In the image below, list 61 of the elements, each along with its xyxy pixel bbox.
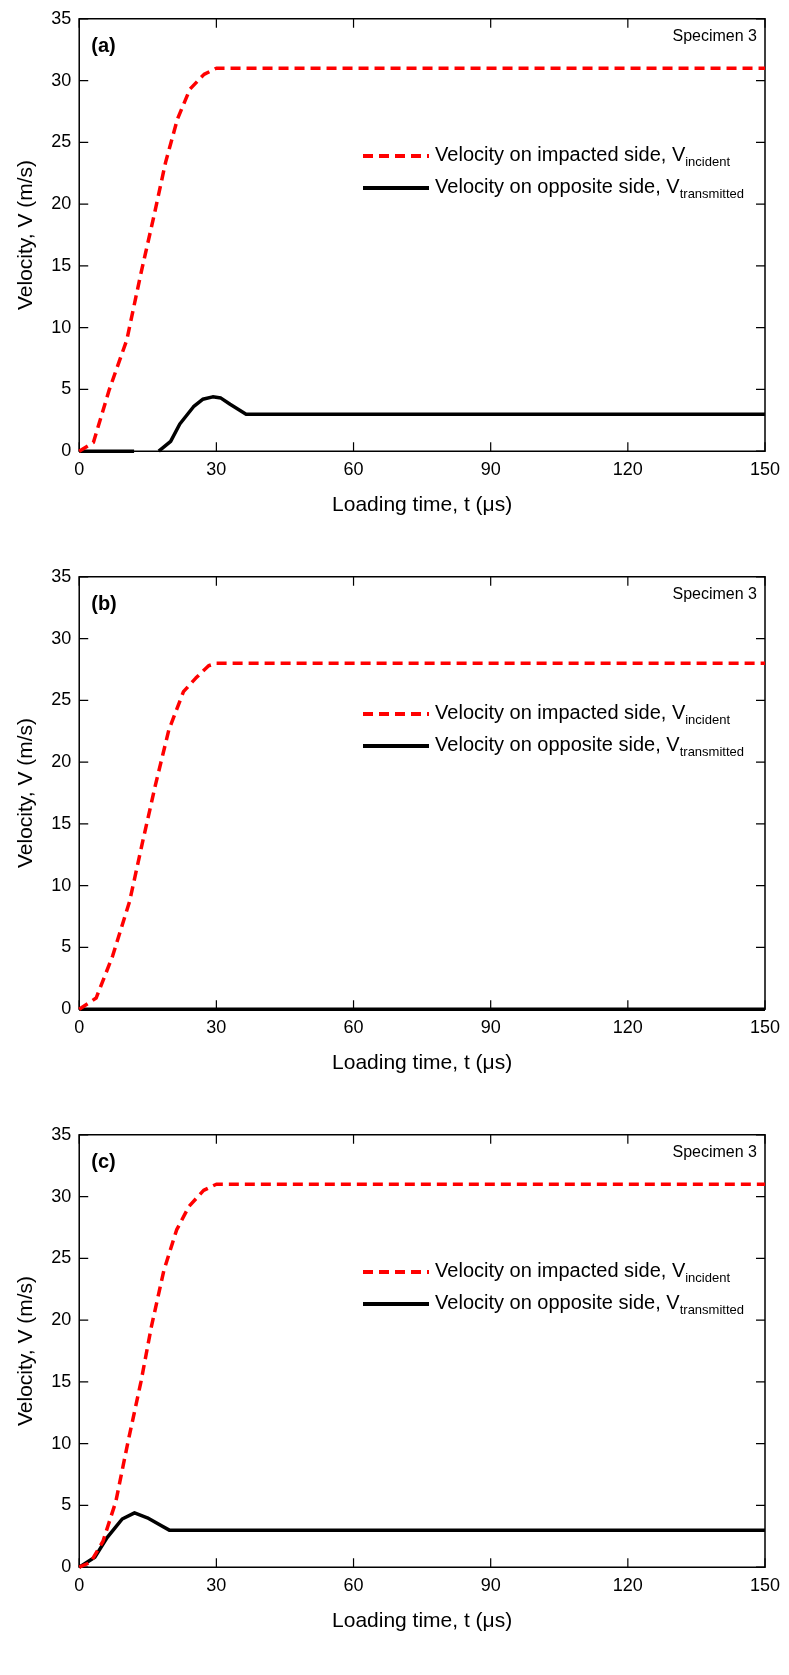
legend-label: Velocity on impacted side, V$_{incident}$ [435,143,731,169]
x-tick-label: 60 [343,1574,364,1595]
x-tick-label: 30 [206,1574,227,1595]
x-tick-label: 30 [206,458,227,479]
x-tick-label: 0 [74,458,85,479]
x-tick-label: 90 [480,1574,501,1595]
x-tick-label: 150 [749,1016,781,1037]
y-tick-label: 30 [51,69,72,90]
x-axis-title: Loading time, t (μs) [332,1608,513,1632]
y-tick-label: 20 [51,1309,72,1330]
y-tick-label: 5 [61,1494,72,1515]
annotation: (b) [91,592,117,615]
annotation: (a) [91,34,116,57]
x-tick-label: 60 [343,458,364,479]
x-tick-label: 60 [343,1016,364,1037]
x-tick-label: 0 [74,1574,85,1595]
y-tick-label: 25 [51,131,72,152]
annotation: Specimen 3 [672,585,758,603]
annotation: Specimen 3 [672,27,758,45]
y-tick-label: 25 [51,1247,72,1268]
x-tick-label: 120 [612,1016,643,1037]
annotation: (c) [91,1150,116,1173]
x-tick-label: 0 [74,1016,85,1037]
y-axis-title: Velocity, V (m/s) [13,717,37,869]
y-tick-label: 35 [51,565,72,586]
x-tick-label: 150 [749,1574,781,1595]
y-tick-label: 10 [51,1432,72,1453]
y-tick-label: 35 [51,7,72,28]
y-tick-label: 15 [51,254,72,275]
line-series [77,661,767,1011]
y-tick-label: 25 [51,689,72,710]
x-tick-label: 120 [612,458,643,479]
x-axis-title: Loading time, t (μs) [332,1050,513,1074]
y-tick-label: 20 [51,193,72,214]
y-axis-title: Velocity, V (m/s) [13,1275,37,1427]
y-tick-label: 15 [51,812,72,833]
x-tick-label: 150 [749,458,781,479]
y-tick-label: 0 [61,1556,72,1577]
y-tick-label: 0 [61,998,72,1019]
x-tick-label: 120 [612,1574,643,1595]
legend-label: Velocity on opposite side, V$_{transmitted}$ [435,175,744,201]
legend-label: Velocity on impacted side, V$_{incident}$ [435,701,731,727]
y-tick-label: 35 [51,1123,72,1144]
legend-label: Velocity on opposite side, V$_{transmitted}$ [435,1291,744,1317]
y-tick-label: 10 [51,874,72,895]
y-axis-title: Velocity, V (m/s) [13,159,37,311]
y-tick-label: 5 [61,378,72,399]
y-tick-label: 15 [51,1370,72,1391]
legend-label: Velocity on impacted side, V$_{incident}$ [435,1259,731,1285]
legend-label: Velocity on opposite side, V$_{transmitted}$ [435,733,744,759]
y-tick-label: 30 [51,1185,72,1206]
x-tick-label: 30 [206,1016,227,1037]
y-tick-label: 5 [61,936,72,957]
x-axis-title: Loading time, t (μs) [332,492,513,516]
y-tick-label: 10 [51,316,72,337]
y-tick-label: 20 [51,751,72,772]
x-tick-label: 90 [480,1016,501,1037]
annotation: Specimen 3 [672,1143,758,1161]
y-tick-label: 30 [51,627,72,648]
y-tick-label: 0 [61,440,72,461]
x-tick-label: 90 [480,458,501,479]
